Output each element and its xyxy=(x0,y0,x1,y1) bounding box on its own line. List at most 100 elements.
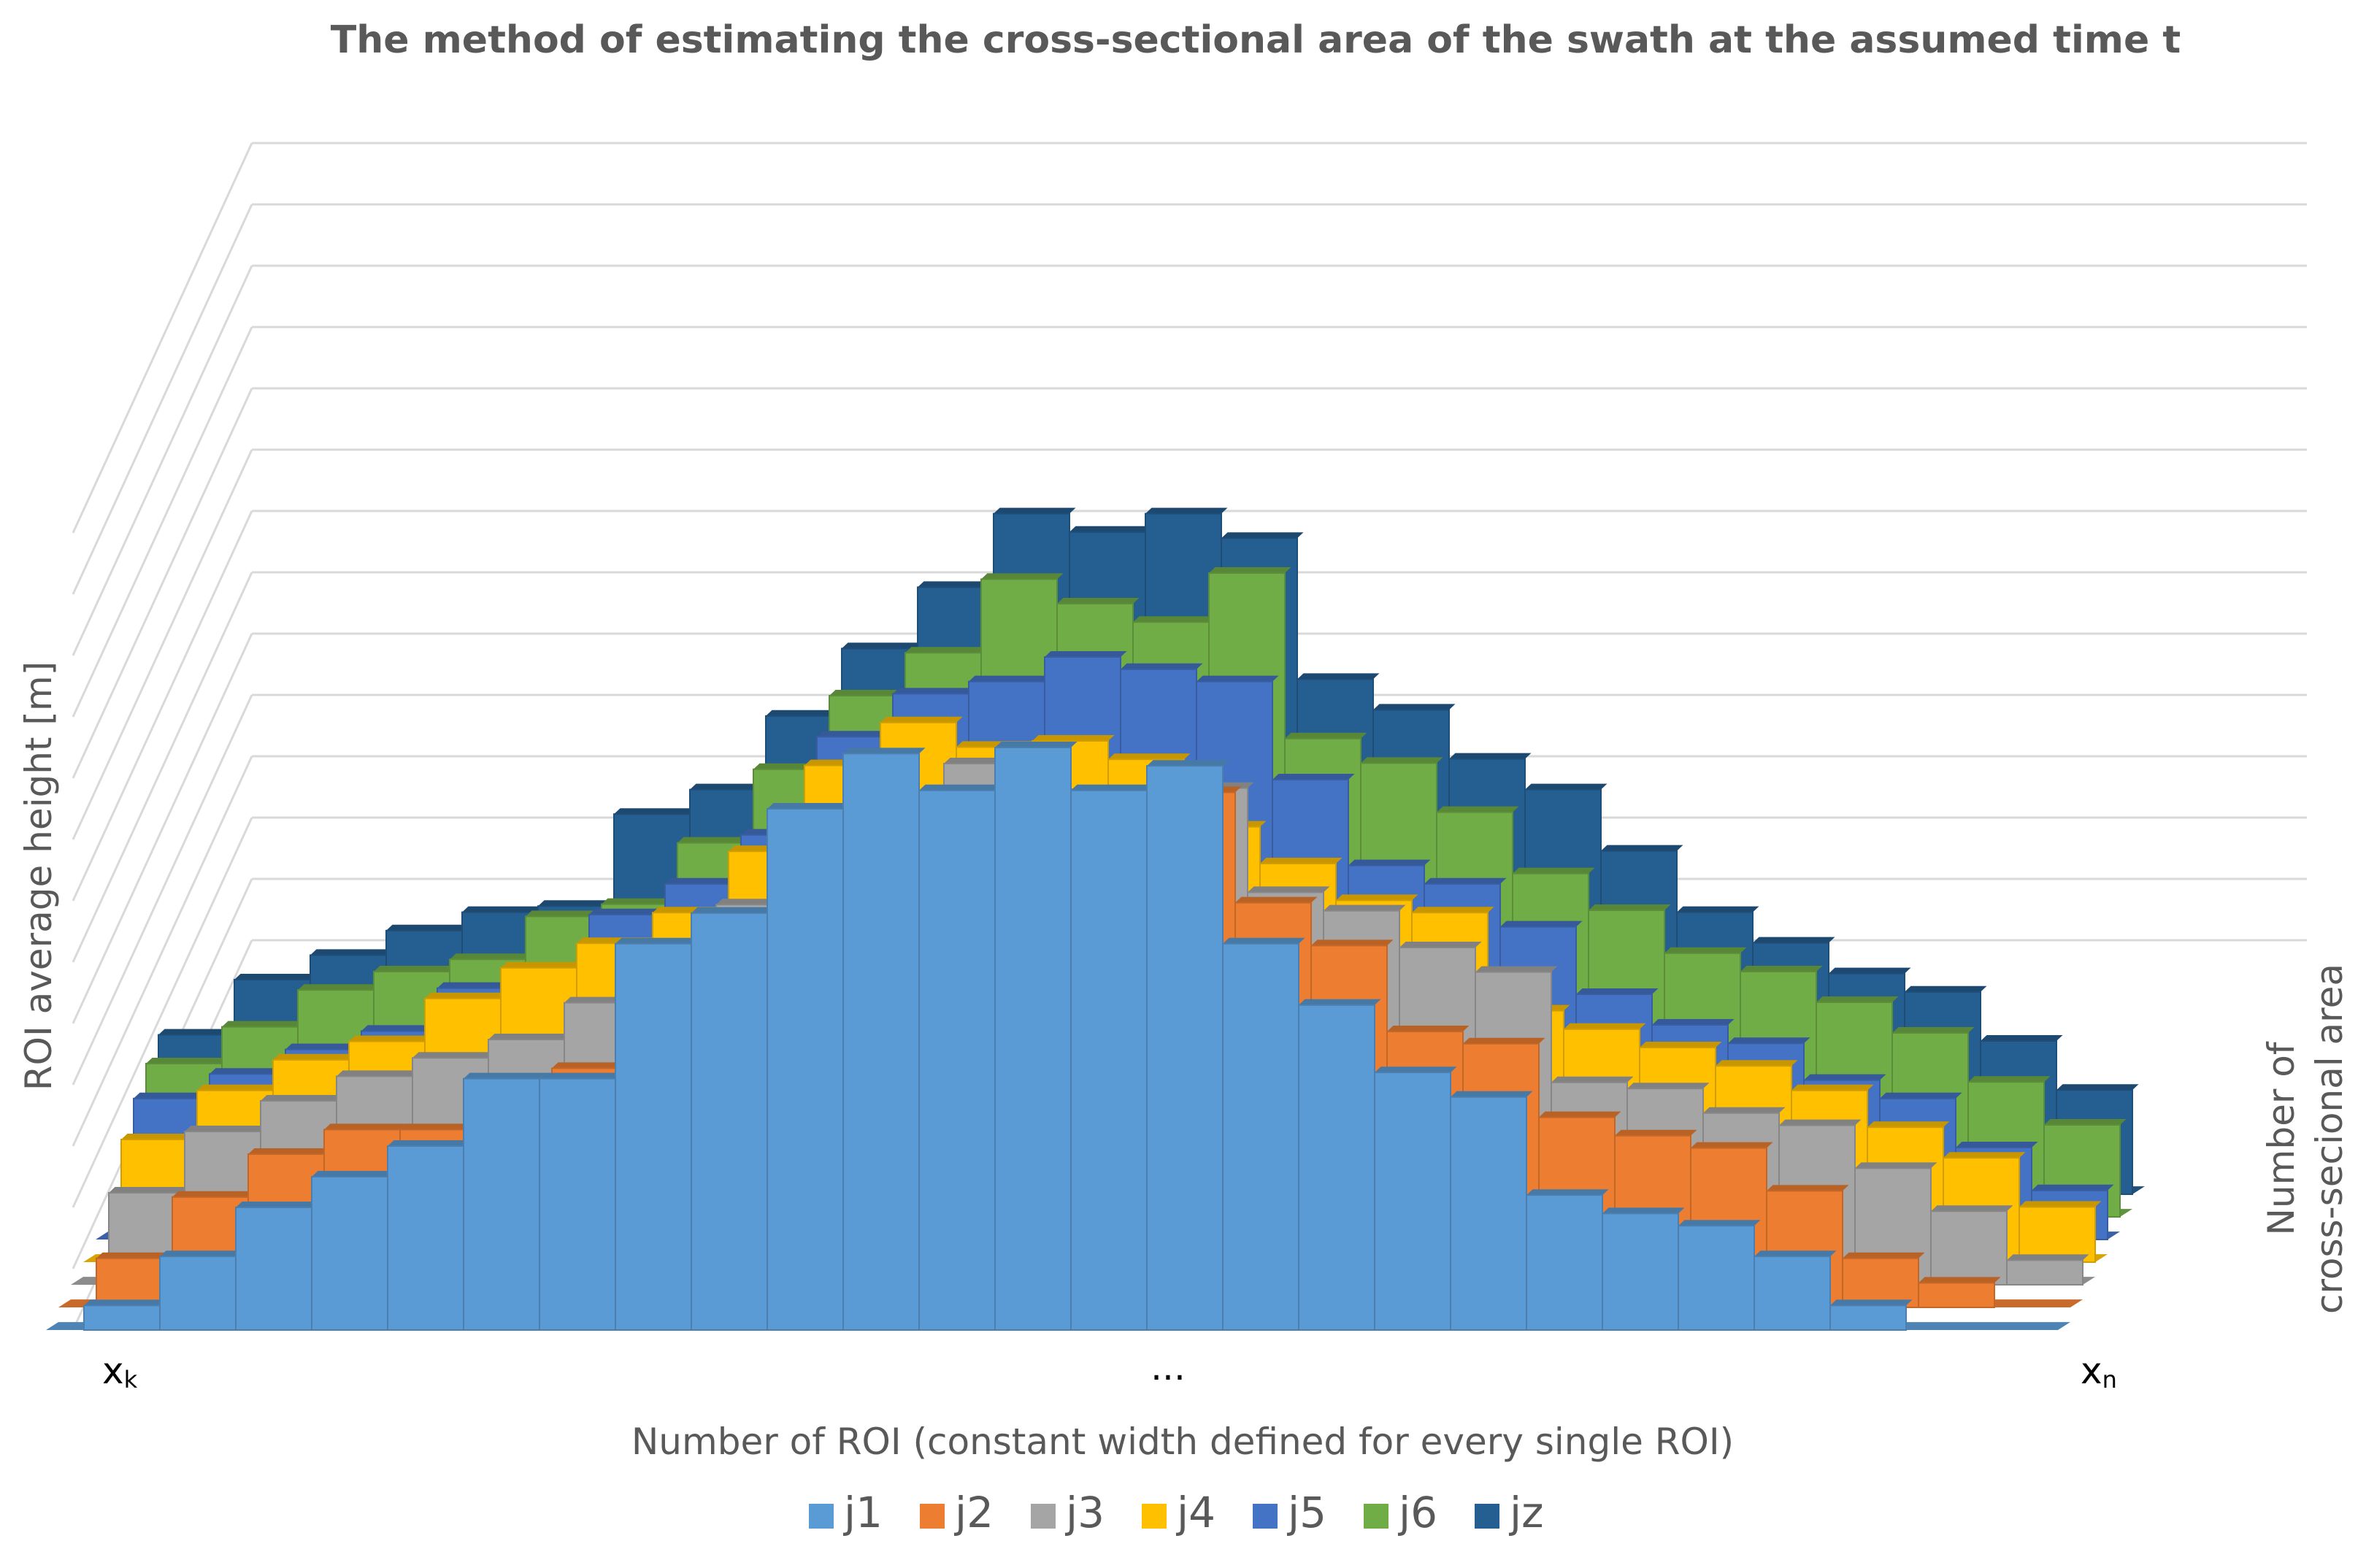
bar-top xyxy=(817,731,899,737)
bar-j1-17 xyxy=(1298,1004,1375,1331)
x-tick-label-end: xn xyxy=(2081,1350,2117,1394)
bar-top xyxy=(665,877,748,884)
bar-top xyxy=(1943,1152,2026,1158)
bar-top xyxy=(388,1140,470,1146)
bar-top xyxy=(552,1062,634,1069)
bar-top xyxy=(273,1053,356,1060)
bar-top xyxy=(1437,806,1519,812)
bar-top xyxy=(1968,1076,2051,1083)
x-tick-label-middle: ... xyxy=(1151,1346,1186,1388)
bar-top xyxy=(462,906,545,912)
bar-top xyxy=(234,974,317,980)
legend-label: j2 xyxy=(953,1488,994,1537)
bar-top xyxy=(386,924,469,931)
bar-top xyxy=(1981,1035,2063,1041)
bar-top xyxy=(1931,1205,2013,1212)
bar-top xyxy=(1779,1119,1862,1126)
bar-top xyxy=(1791,1084,1874,1091)
bar-top xyxy=(1602,1207,1685,1214)
bar-top xyxy=(1147,760,1229,766)
bar-top xyxy=(1843,1252,1925,1258)
bar-top xyxy=(160,1250,242,1257)
bar-top xyxy=(1223,937,1305,944)
legend-item-j5: j5 xyxy=(1253,1488,1326,1537)
bar-top xyxy=(1348,859,1431,866)
gridline-side xyxy=(72,510,253,902)
bar-top xyxy=(1728,1037,1810,1044)
bar-j1-4 xyxy=(311,1176,388,1331)
bar-top xyxy=(918,581,1000,588)
bar-top xyxy=(1627,1083,1710,1089)
bar-j3-25 xyxy=(1930,1210,2008,1285)
bar-top xyxy=(1956,1142,2038,1148)
gridline-side xyxy=(72,142,253,534)
series-j1 xyxy=(46,742,2070,1331)
bar-top xyxy=(310,949,393,956)
bar-top xyxy=(1551,1076,1634,1083)
bar-top xyxy=(172,1191,255,1197)
bar-j1-11 xyxy=(842,753,920,1331)
bar-top xyxy=(766,710,848,716)
bar-top xyxy=(248,1148,331,1154)
bar-j1-15 xyxy=(1146,765,1224,1331)
bar-top xyxy=(919,784,1002,791)
bar-top xyxy=(614,808,696,815)
bar-top xyxy=(1324,904,1406,911)
bar-top xyxy=(880,716,963,723)
gridline-side xyxy=(72,265,253,656)
bar-top xyxy=(1121,663,1203,669)
bar-top xyxy=(210,1068,292,1075)
bar-top xyxy=(1880,1092,1962,1099)
legend-swatch xyxy=(1364,1504,1389,1529)
bar-top xyxy=(589,908,672,915)
legend-item-j3: j3 xyxy=(1031,1488,1105,1537)
legend-item-j6: j6 xyxy=(1364,1488,1437,1537)
legend-swatch xyxy=(809,1504,834,1529)
bar-j4-26 xyxy=(2019,1206,2096,1264)
bar-top xyxy=(842,642,924,649)
chart-title: The method of estimating the cross-secti… xyxy=(331,18,2181,62)
bar-top xyxy=(1691,1142,1773,1148)
bar-top xyxy=(1197,675,1279,682)
bar-top xyxy=(464,1072,546,1079)
bar-top xyxy=(1918,1277,2001,1283)
bar-top xyxy=(1361,757,1443,764)
bar-j1-16 xyxy=(1222,942,1299,1331)
legend-item-jz: jz xyxy=(1475,1488,1544,1537)
bar-top xyxy=(437,982,520,988)
bar-top xyxy=(1753,937,1835,943)
bar-top xyxy=(1867,1121,1950,1128)
bar-top xyxy=(400,1123,483,1130)
bar-top xyxy=(602,898,684,904)
bar-top xyxy=(843,748,926,754)
bar-top xyxy=(1221,532,1304,539)
bar-top xyxy=(134,1092,216,1099)
bar-top xyxy=(1311,939,1394,946)
bar-j3-26 xyxy=(2006,1259,2083,1286)
bar-top xyxy=(1830,1299,1913,1306)
bar-top xyxy=(1816,996,1899,1002)
bar-top xyxy=(425,992,507,999)
legend-swatch xyxy=(920,1504,945,1529)
bar-top xyxy=(1071,784,1153,791)
x-tick-label-start: xk xyxy=(102,1350,138,1394)
bar-top xyxy=(2007,1254,2089,1261)
bar-top xyxy=(1375,1067,1457,1073)
bar-top xyxy=(185,1126,267,1131)
bar-top xyxy=(2032,1184,2114,1191)
bar-top xyxy=(1336,894,1418,901)
bar-top xyxy=(1145,507,1228,514)
legend-item-j1: j1 xyxy=(809,1488,883,1537)
bar-j1-20 xyxy=(1526,1194,1603,1331)
bar-top xyxy=(526,910,608,917)
bar-top xyxy=(236,1202,318,1207)
bar-top xyxy=(1640,1042,1722,1048)
bar-top xyxy=(1463,1037,1545,1044)
bar-top xyxy=(1449,753,1532,759)
bar-top xyxy=(312,1171,394,1177)
bar-j1-6 xyxy=(463,1077,540,1331)
bar-j1-3 xyxy=(235,1207,312,1331)
bar-top xyxy=(1057,598,1140,604)
legend-swatch xyxy=(1253,1504,1278,1529)
gridline-side xyxy=(72,694,253,1085)
